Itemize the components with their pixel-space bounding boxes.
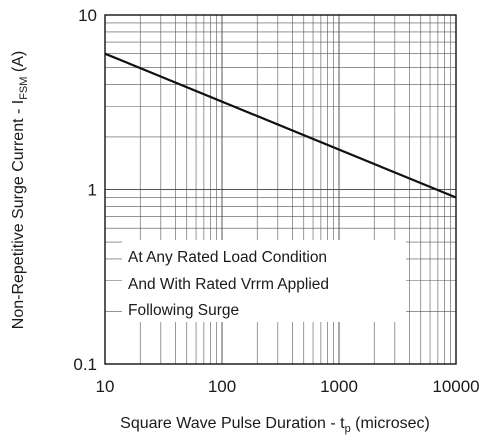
x-tick-labels: 10 100 1000 10000 xyxy=(96,377,480,396)
x-tick-label: 1000 xyxy=(320,377,358,396)
annotation-line: At Any Rated Load Condition xyxy=(128,249,327,266)
x-axis-label: Square Wave Pulse Duration - tp (microse… xyxy=(120,415,430,435)
y-axis-label: Non-Repetitive Surge Current - IFSM (A) xyxy=(10,51,30,329)
x-tick-label: 100 xyxy=(208,377,236,396)
annotation-line: And With Rated Vrrm Applied xyxy=(128,276,329,293)
x-tick-label: 10 xyxy=(96,377,115,396)
y-tick-label: 0.1 xyxy=(73,355,97,374)
y-tick-label: 1 xyxy=(88,181,97,200)
plot-frame xyxy=(104,14,457,365)
y-tick-label: 10 xyxy=(78,6,97,25)
series-line-1 xyxy=(104,52,457,199)
annotation-line: Following Surge xyxy=(128,302,239,319)
annotation-box xyxy=(122,240,406,322)
annotations: At Any Rated Load Condition And With Rate… xyxy=(128,249,329,319)
series-layer xyxy=(104,52,457,199)
x-tick-label: 10000 xyxy=(432,377,479,396)
y-tick-labels: 0.1 1 10 xyxy=(73,6,97,374)
